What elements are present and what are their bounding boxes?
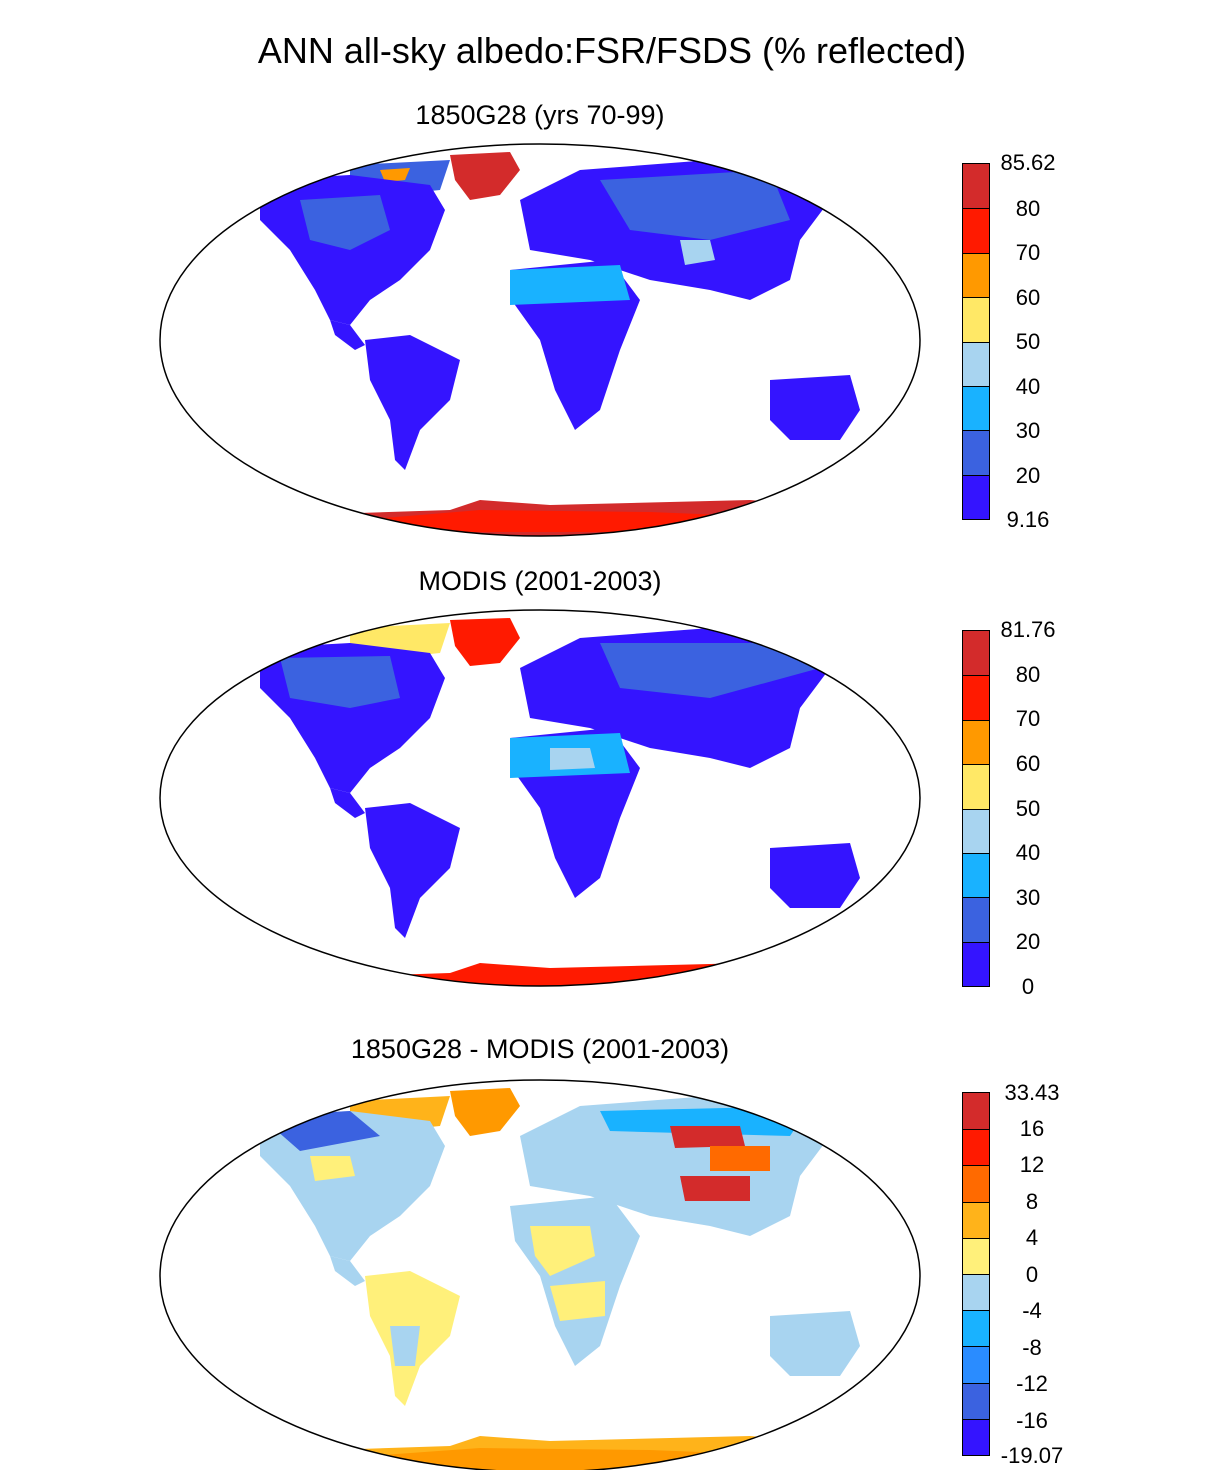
colorbar-swatch	[963, 1129, 989, 1166]
colorbar-label: 12	[1019, 1152, 1045, 1177]
colorbar-label: 33.43	[1004, 1080, 1060, 1105]
colorbar-swatch	[963, 1237, 989, 1274]
colorbar-swatch	[963, 808, 989, 853]
colorbar-swatch	[963, 252, 989, 298]
panel-title-obs: MODIS (2001-2003)	[418, 566, 662, 596]
colorbar-swatch	[963, 897, 989, 942]
colorbar-label: 9.16	[1006, 507, 1050, 532]
colorbar-swatch	[963, 852, 989, 898]
colorbar-label: 50	[1015, 796, 1041, 821]
colorbar-swatch	[963, 1165, 989, 1202]
colorbar-label: -12	[1016, 1371, 1048, 1396]
colorbar-label: 60	[1015, 285, 1041, 310]
map-model	[159, 143, 921, 537]
colorbar-label: 8	[1025, 1189, 1039, 1214]
colorbar-label: 80	[1015, 662, 1041, 687]
colorbar-label: 70	[1015, 706, 1041, 731]
colorbar-swatch	[963, 474, 989, 519]
colorbar-label: -8	[1022, 1335, 1042, 1360]
colorbar-swatch	[963, 941, 989, 986]
panel-title-model: 1850G28 (yrs 70-99)	[415, 100, 665, 130]
colorbar-diff	[962, 1092, 990, 1456]
colorbar-label: 81.76	[1000, 617, 1056, 642]
colorbar-swatch	[963, 1418, 989, 1455]
colorbar-label: 40	[1015, 840, 1041, 865]
colorbar-swatch	[963, 297, 989, 342]
colorbar-label: 20	[1015, 463, 1041, 488]
colorbar-label: 4	[1025, 1225, 1039, 1250]
colorbar-swatch	[963, 341, 989, 386]
colorbar-swatch	[963, 1273, 989, 1311]
panel-title-diff: 1850G28 - MODIS (2001-2003)	[350, 1034, 730, 1064]
colorbar-swatch	[963, 719, 989, 765]
colorbar-swatch	[963, 1093, 989, 1130]
colorbar-swatch	[963, 430, 989, 475]
colorbar-label: 60	[1015, 751, 1041, 776]
colorbar-swatch	[963, 1201, 989, 1238]
colorbar-label: 40	[1015, 374, 1041, 399]
colorbar-label: -4	[1022, 1298, 1042, 1323]
colorbar-label: -19.07	[1000, 1443, 1064, 1468]
colorbar-swatch	[963, 1382, 989, 1419]
colorbar-label: 85.62	[1000, 150, 1056, 175]
colorbar-label: 0	[1025, 1262, 1039, 1287]
colorbar-model	[962, 163, 990, 520]
colorbar-swatch	[963, 675, 989, 720]
colorbar-label: 0	[1021, 974, 1035, 999]
colorbar-label: 50	[1015, 329, 1041, 354]
colorbar-label: 16	[1019, 1116, 1045, 1141]
map-diff	[159, 1079, 921, 1470]
colorbar-swatch	[963, 631, 989, 676]
colorbar-swatch	[963, 1310, 989, 1347]
map-obs	[159, 609, 921, 987]
colorbar-label: 70	[1015, 240, 1041, 265]
colorbar-label: 20	[1015, 929, 1041, 954]
colorbar-swatch	[963, 164, 989, 209]
colorbar-swatch	[963, 1346, 989, 1383]
colorbar-obs	[962, 630, 990, 987]
colorbar-swatch	[963, 385, 989, 431]
colorbar-label: 80	[1015, 196, 1041, 221]
colorbar-label: 30	[1015, 885, 1041, 910]
colorbar-label: -16	[1016, 1408, 1048, 1433]
colorbar-swatch	[963, 208, 989, 253]
colorbar-swatch	[963, 764, 989, 809]
main-title: ANN all-sky albedo:FSR/FSDS (% reflected…	[257, 30, 967, 71]
colorbar-label: 30	[1015, 418, 1041, 443]
